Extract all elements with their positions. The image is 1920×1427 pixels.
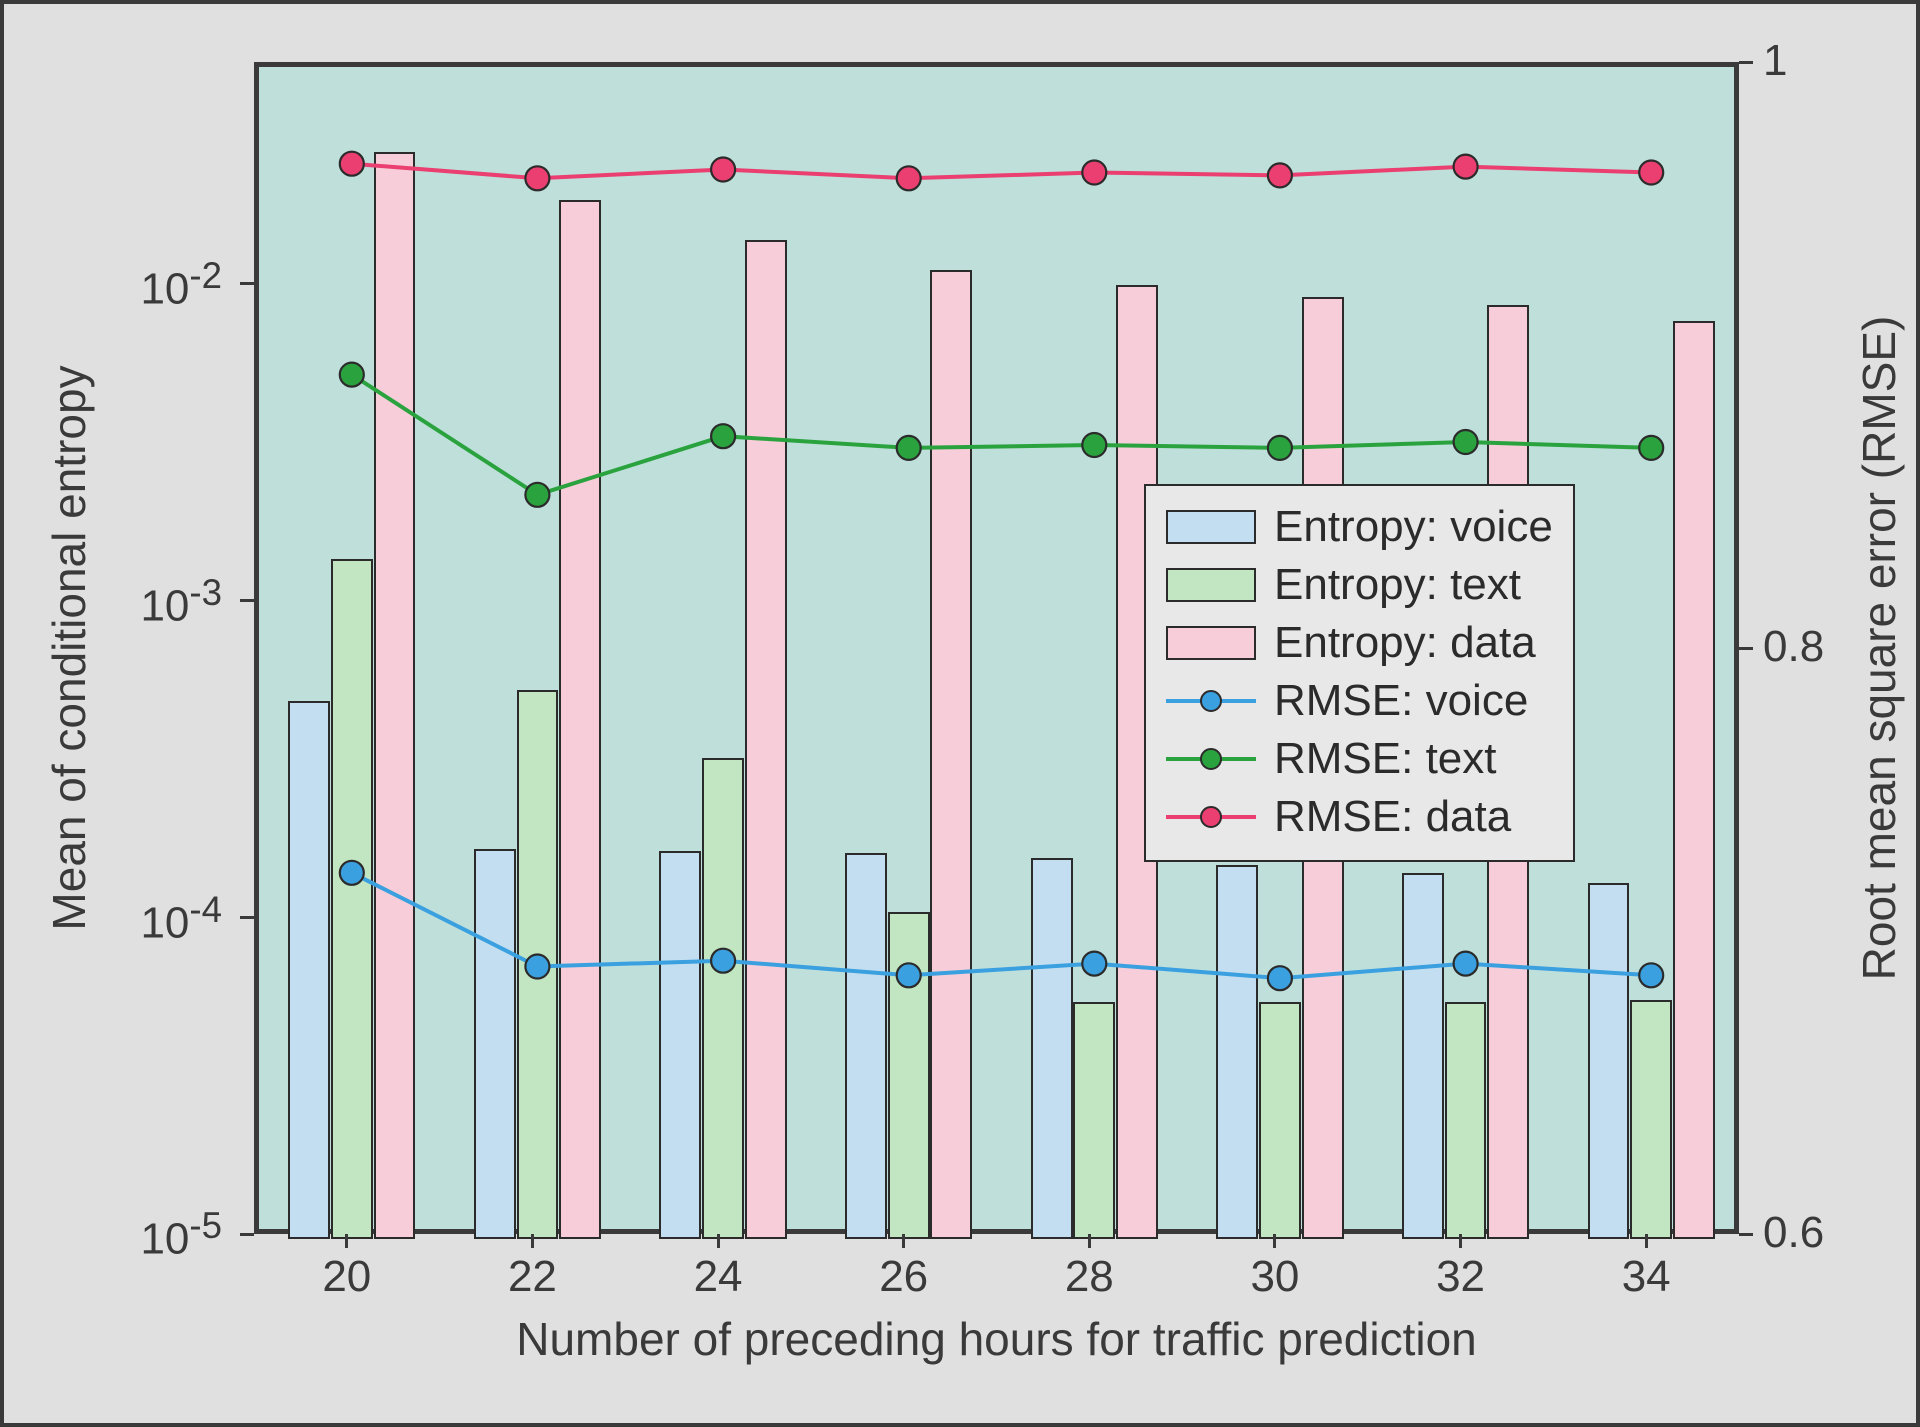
legend-swatch — [1166, 684, 1256, 718]
legend-item: RMSE: text — [1166, 730, 1553, 788]
x-tick — [1273, 1234, 1276, 1248]
y-left-tick-label: 10-5 — [140, 1205, 222, 1265]
line-marker — [340, 152, 364, 176]
y-right-tick — [1739, 647, 1753, 650]
legend: Entropy: voice Entropy: text Entropy: data… — [1144, 484, 1575, 862]
y-right-tick-label: 0.6 — [1763, 1208, 1824, 1258]
line-marker — [1454, 952, 1478, 976]
x-tick — [345, 1234, 348, 1248]
legend-item: Entropy: text — [1166, 556, 1553, 614]
x-tick — [717, 1234, 720, 1248]
line-marker — [1639, 161, 1663, 185]
line-marker — [1268, 436, 1292, 460]
line-marker — [525, 955, 549, 979]
x-tick-label: 20 — [317, 1252, 377, 1302]
x-tick — [531, 1234, 534, 1248]
y-left-tick — [240, 282, 254, 285]
legend-swatch — [1166, 510, 1256, 544]
legend-swatch — [1166, 742, 1256, 776]
legend-swatch — [1166, 568, 1256, 602]
x-tick-label: 26 — [874, 1252, 934, 1302]
x-tick-label: 30 — [1245, 1252, 1305, 1302]
x-tick-label: 34 — [1616, 1252, 1676, 1302]
line-marker — [1268, 163, 1292, 187]
line-marker — [1639, 963, 1663, 987]
x-tick-label: 22 — [502, 1252, 562, 1302]
legend-label: RMSE: data — [1274, 792, 1511, 842]
line-marker — [711, 949, 735, 973]
x-tick — [1459, 1234, 1462, 1248]
x-tick — [1088, 1234, 1091, 1248]
y-right-tick — [1739, 1233, 1753, 1236]
line-marker — [1268, 966, 1292, 990]
y-axis-left-label: Mean of conditional entropy — [42, 365, 96, 930]
line-marker — [1454, 155, 1478, 179]
line-marker — [897, 963, 921, 987]
legend-item: RMSE: voice — [1166, 672, 1553, 730]
legend-item: Entropy: voice — [1166, 498, 1553, 556]
line-marker — [340, 363, 364, 387]
line-marker — [1082, 433, 1106, 457]
y-left-tick — [240, 599, 254, 602]
x-tick — [1645, 1234, 1648, 1248]
x-tick-label: 24 — [688, 1252, 748, 1302]
y-left-tick-label: 10-2 — [140, 255, 222, 315]
y-left-tick — [240, 1233, 254, 1236]
line-marker — [525, 483, 549, 507]
x-tick — [902, 1234, 905, 1248]
legend-item: Entropy: data — [1166, 614, 1553, 672]
y-right-tick-label: 1 — [1763, 36, 1787, 86]
line-marker — [711, 158, 735, 182]
y-right-tick-label: 0.8 — [1763, 622, 1824, 672]
x-axis-label: Number of preceding hours for traffic pr… — [516, 1312, 1477, 1366]
x-tick-label: 28 — [1059, 1252, 1119, 1302]
line-marker — [711, 424, 735, 448]
legend-item: RMSE: data — [1166, 788, 1553, 846]
line-marker — [1082, 952, 1106, 976]
legend-label: Entropy: text — [1274, 560, 1521, 610]
line-marker — [1082, 161, 1106, 185]
line-marker — [1639, 436, 1663, 460]
y-left-tick-label: 10-3 — [140, 572, 222, 632]
y-right-tick — [1739, 61, 1753, 64]
y-axis-right-label: Root mean square error (RMSE) — [1852, 316, 1906, 981]
y-left-tick-label: 10-4 — [140, 889, 222, 949]
legend-label: RMSE: voice — [1274, 676, 1528, 726]
line-marker — [525, 166, 549, 190]
line-marker — [340, 861, 364, 885]
legend-label: Entropy: data — [1274, 618, 1536, 668]
legend-swatch — [1166, 800, 1256, 834]
line-marker — [1454, 430, 1478, 454]
figure-outer: Mean of conditional entropy Root mean sq… — [0, 0, 1920, 1427]
line-marker — [897, 436, 921, 460]
legend-swatch — [1166, 626, 1256, 660]
x-tick-label: 32 — [1431, 1252, 1491, 1302]
legend-label: RMSE: text — [1274, 734, 1497, 784]
legend-label: Entropy: voice — [1274, 502, 1553, 552]
line-marker — [897, 166, 921, 190]
y-left-tick — [240, 916, 254, 919]
